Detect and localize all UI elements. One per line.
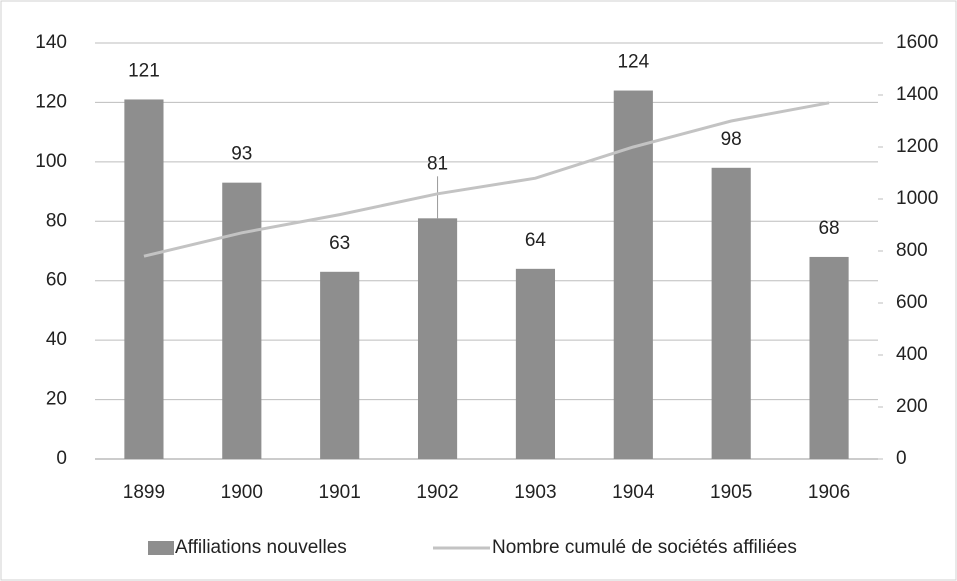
y2-tick-label: 200 (896, 396, 928, 417)
x-tick-label: 1906 (808, 482, 850, 503)
data-label: 81 (427, 153, 448, 174)
bar (711, 167, 751, 460)
data-label: 93 (231, 144, 252, 165)
x-tick-label: 1902 (416, 482, 458, 503)
x-tick-label: 1899 (123, 482, 165, 503)
x-tick-label: 1905 (710, 482, 752, 503)
line-series (143, 101, 830, 258)
data-label: 124 (617, 52, 649, 73)
y-tick-label: 100 (35, 151, 67, 172)
y-tick-label: 140 (35, 32, 67, 53)
bar (417, 218, 458, 459)
y-tick-label: 40 (46, 329, 67, 350)
y-tick-label: 20 (46, 389, 67, 410)
y2-tick-label: 1200 (896, 136, 938, 157)
y2-tick-label: 600 (896, 292, 928, 313)
y2-tick-label: 1400 (896, 84, 938, 105)
bar (320, 271, 360, 459)
x-tick-label: 1900 (221, 482, 263, 503)
legend-label: Nombre cumulé de sociétés affiliées (492, 537, 797, 558)
y2-tick-label: 800 (896, 240, 928, 261)
data-label: 121 (128, 60, 160, 81)
y-tick-label: 120 (35, 91, 67, 112)
bar (809, 256, 849, 459)
y-tick-label: 0 (56, 448, 67, 469)
bar (515, 268, 556, 459)
bar (124, 99, 164, 459)
legend-swatch (148, 541, 174, 555)
data-label: 64 (525, 230, 547, 251)
x-tick-label: 1904 (612, 482, 655, 503)
y2-tick-label: 1600 (896, 32, 938, 53)
x-tick-label: 1901 (319, 482, 361, 503)
y2-tick-label: 1000 (896, 188, 938, 209)
data-label: 68 (818, 218, 839, 239)
data-label: 98 (721, 129, 742, 150)
bar (222, 182, 262, 459)
y-tick-label: 60 (46, 270, 67, 291)
y2-tick-label: 400 (896, 344, 928, 365)
y-tick-label: 80 (46, 210, 67, 231)
x-tick-label: 1903 (514, 482, 556, 503)
legend-label: Affiliations nouvelles (175, 537, 347, 558)
data-label: 63 (329, 233, 350, 254)
y2-tick-label: 0 (896, 448, 907, 469)
